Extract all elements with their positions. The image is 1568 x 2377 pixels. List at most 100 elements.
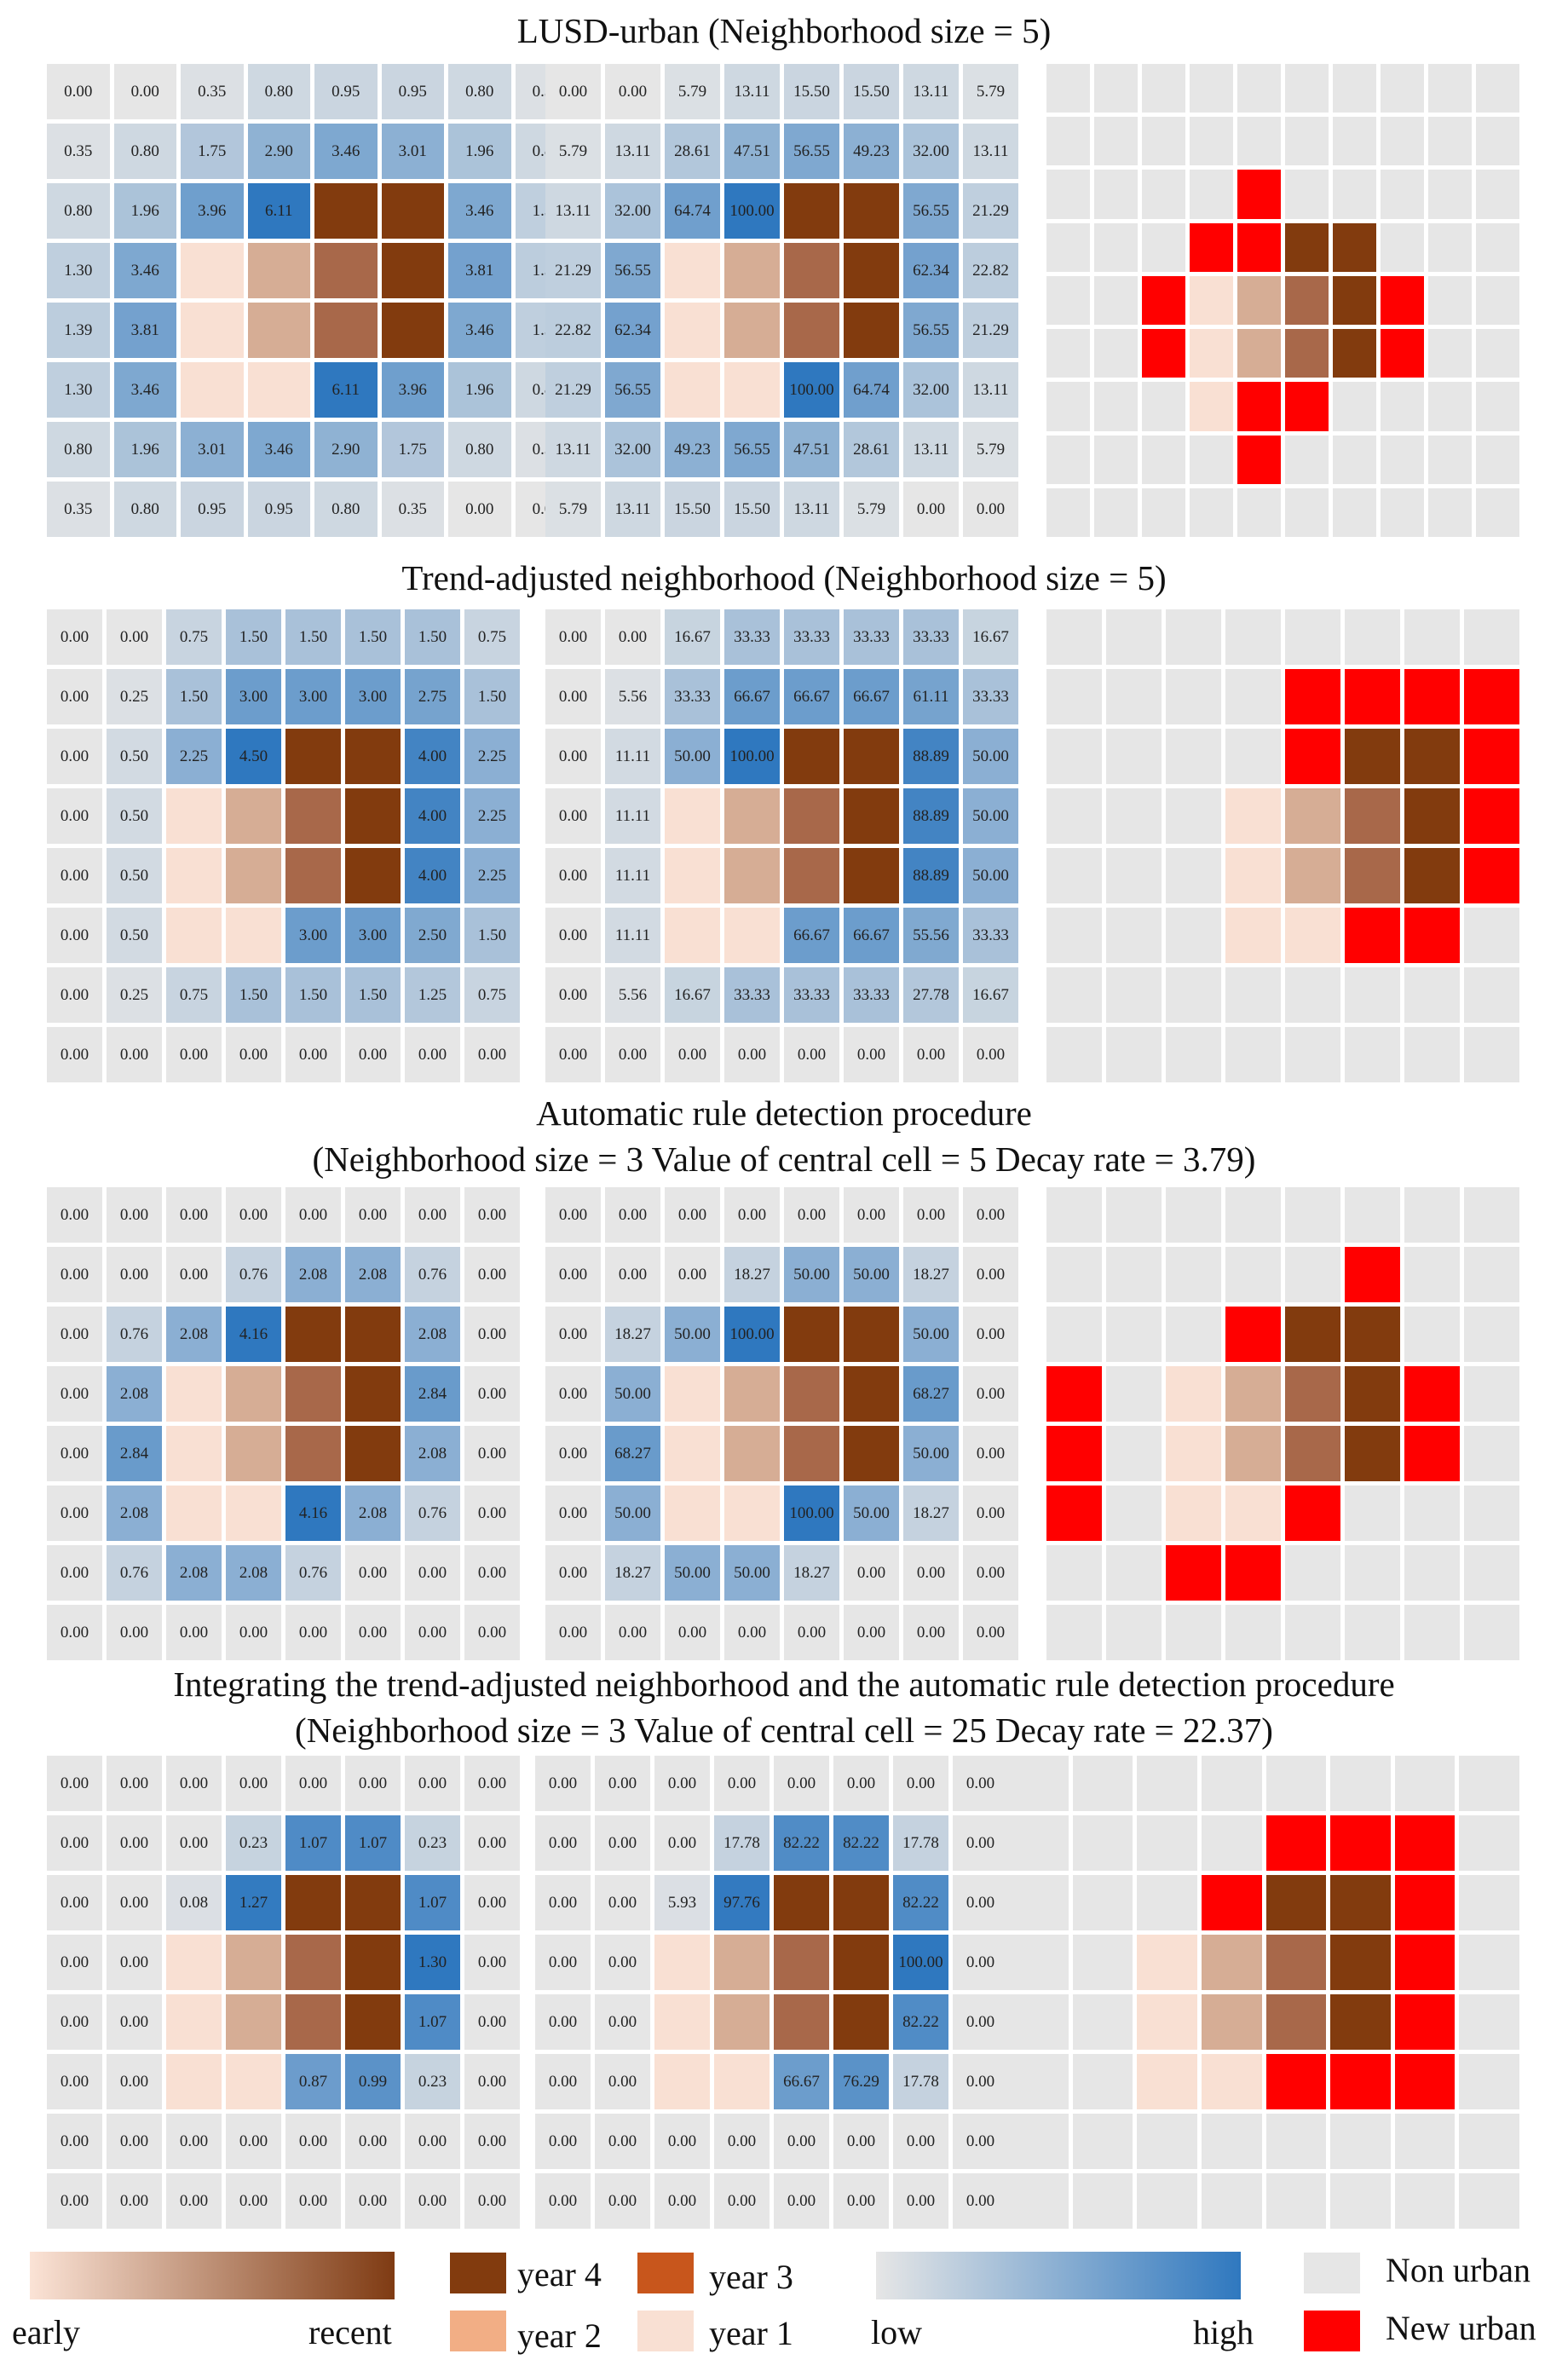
non-urban-cell [1428, 275, 1472, 326]
neighborhood-value-cell: 0.00 [714, 2114, 770, 2169]
neighborhood-value-cell: 0.00 [844, 1027, 899, 1082]
neighborhood-value-cell: 68.27 [605, 1426, 660, 1481]
year2-swatch [450, 2311, 506, 2351]
neighborhood-value-cell: 50.00 [903, 1307, 959, 1362]
neighborhood-value-cell: 0.00 [605, 609, 660, 665]
urban-year-2-cell [226, 788, 281, 844]
new-urban-cell [1394, 1935, 1456, 1990]
neighborhood-value-cell: 0.00 [545, 1605, 601, 1660]
neighborhood-value-cell: 0.00 [724, 1187, 780, 1243]
neighborhood-value-cell: 66.67 [784, 669, 839, 724]
neighborhood-value-cell: 0.00 [545, 1307, 601, 1362]
non-urban-cell [1345, 1545, 1400, 1601]
urban-year-1-cell [1166, 1486, 1221, 1541]
urban-year-1-cell [1137, 1935, 1197, 1990]
non-urban-cell [1345, 1486, 1400, 1541]
non-urban-cell [1225, 1605, 1281, 1660]
legend-new-urban: New urban [1386, 2309, 1536, 2347]
urban-year-3-cell [285, 1994, 341, 2050]
neighborhood-value-cell: 0.00 [345, 1027, 401, 1082]
urban-year-1-cell [166, 1994, 222, 2050]
neighborhood-value-cell: 18.27 [605, 1307, 660, 1362]
neighborhood-value-cell: 56.55 [724, 422, 780, 477]
neighborhood-value-cell: 82.22 [893, 1875, 948, 1930]
urban-year-1-cell [1190, 275, 1233, 326]
urban-year-4-cell [1333, 329, 1376, 378]
urban-year-2-cell [247, 303, 310, 358]
non-urban-cell [1459, 1935, 1519, 1990]
non-urban-cell [1476, 382, 1519, 431]
non-urban-cell [1106, 1486, 1162, 1541]
neighborhood-value-cell: 0.00 [535, 2114, 591, 2169]
urban-year-1-cell [166, 1366, 222, 1422]
neighborhood-value-cell: 0.00 [605, 1187, 660, 1243]
urban-year-4-cell [381, 183, 444, 239]
non-urban-cell [1046, 848, 1102, 903]
non-urban-cell [1166, 1307, 1221, 1362]
neighborhood-value-cell: 82.22 [833, 1815, 889, 1871]
non-urban-cell [1237, 117, 1281, 166]
neighborhood-value-cell: 50.00 [665, 729, 720, 784]
non-urban-cell [1333, 117, 1376, 166]
non-urban-cell [1381, 170, 1424, 219]
urban-year-3-cell [784, 1366, 839, 1422]
neighborhood-value-cell: 0.00 [405, 1187, 460, 1243]
neighborhood-value-cell: 50.00 [844, 1247, 899, 1302]
neighborhood-value-cell: 0.35 [47, 124, 110, 179]
non-urban-cell [1201, 1756, 1262, 1811]
neighborhood-value-cell: 0.00 [166, 2173, 222, 2229]
neighborhood-value-cell: 3.46 [113, 243, 176, 298]
panel-4-left: 0.00 0.00 0.00 0.00 0.00 0.00 0.00 0.00 0.00 0.00… [47, 1756, 520, 2229]
neighborhood-value-cell: 0.76 [405, 1247, 460, 1302]
neighborhood-value-cell: 0.00 [535, 1994, 591, 2050]
non-urban-cell [1333, 488, 1376, 537]
new-urban-cell [1345, 669, 1400, 724]
neighborhood-value-cell: 0.00 [464, 1426, 520, 1481]
non-urban-cell [1345, 1187, 1400, 1243]
urban-year-2-cell [1237, 275, 1281, 326]
neighborhood-value-cell: 2.90 [314, 422, 378, 477]
neighborhood-value-cell: 64.74 [665, 183, 720, 239]
neighborhood-value-cell: 0.00 [464, 1994, 520, 2050]
neighborhood-value-cell: 0.00 [166, 2114, 222, 2169]
neighborhood-value-cell: 0.00 [47, 2054, 102, 2109]
neighborhood-value-cell: 33.33 [903, 609, 959, 665]
non-urban-cell [1330, 2114, 1391, 2169]
non-urban-cell [1094, 329, 1138, 378]
early-recent-gradient [30, 2252, 395, 2299]
neighborhood-value-cell: 0.00 [953, 1875, 1008, 1930]
non-urban-cell [1072, 2173, 1133, 2229]
non-urban-cell [1106, 908, 1162, 963]
urban-year-1-cell [166, 1486, 222, 1541]
non-urban-cell [1008, 1756, 1069, 1811]
neighborhood-value-cell: 0.00 [405, 2173, 460, 2229]
neighborhood-value-cell: 0.99 [345, 2054, 401, 2109]
neighborhood-value-cell: 3.81 [113, 303, 176, 358]
panel-2-middle: 0.00 0.00 16.67 33.33 33.33 33.33 33.33 16.67 0.… [545, 609, 1018, 1082]
neighborhood-value-cell: 50.00 [665, 1307, 720, 1362]
urban-year-3-cell [1285, 1426, 1340, 1481]
neighborhood-value-cell: 16.67 [665, 967, 720, 1023]
neighborhood-value-cell: 0.00 [963, 482, 1018, 537]
non-urban-cell [1072, 1994, 1133, 2050]
non-urban-cell [1046, 788, 1102, 844]
neighborhood-value-cell: 100.00 [724, 183, 780, 239]
non-urban-cell [1225, 669, 1281, 724]
neighborhood-value-cell: 6.11 [314, 362, 378, 418]
non-urban-cell [1201, 2114, 1262, 2169]
non-urban-cell [1476, 170, 1519, 219]
neighborhood-value-cell: 5.79 [963, 64, 1018, 119]
neighborhood-value-cell: 0.00 [47, 1545, 102, 1601]
neighborhood-value-cell: 0.00 [107, 1994, 162, 2050]
non-urban-cell [1106, 788, 1162, 844]
non-urban-cell [1225, 1187, 1281, 1243]
neighborhood-value-cell: 2.08 [107, 1366, 162, 1422]
neighborhood-value-cell: 1.75 [381, 422, 444, 477]
urban-year-3-cell [784, 243, 839, 298]
non-urban-cell [1137, 1875, 1197, 1930]
non-urban-cell [1285, 117, 1329, 166]
new-urban-cell [1394, 1994, 1456, 2050]
urban-year-2-cell [724, 1366, 780, 1422]
neighborhood-value-cell: 0.00 [226, 1027, 281, 1082]
new-urban-cell [1142, 275, 1185, 326]
